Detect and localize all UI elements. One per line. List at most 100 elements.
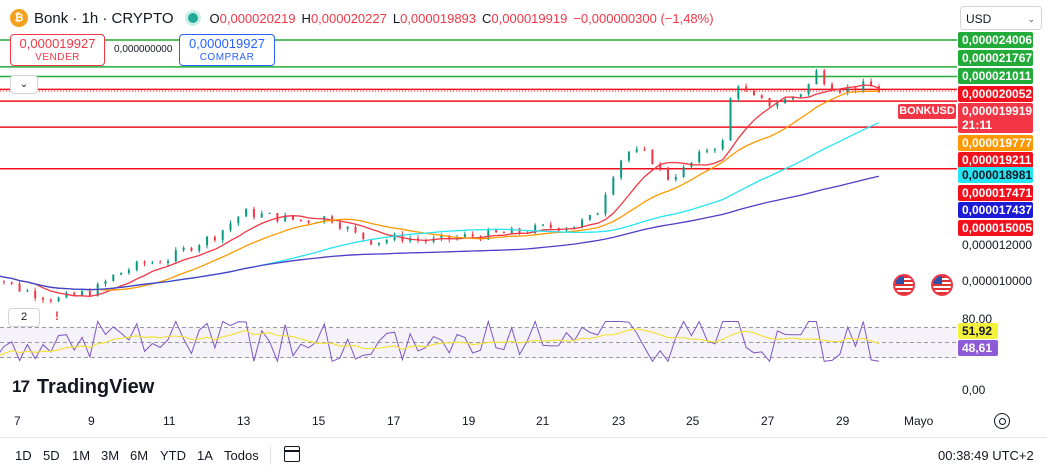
- price-axis-label: 0,000024006: [958, 32, 1033, 48]
- candle-body: [331, 216, 334, 223]
- price-axis-label: 0,000015005: [958, 220, 1033, 236]
- candle-body: [487, 229, 490, 240]
- range-button-3m[interactable]: 3M: [101, 448, 120, 463]
- x-tick-label: 21: [536, 414, 550, 428]
- ma-slow-line: [0, 122, 880, 291]
- candle-body: [612, 177, 615, 195]
- candle-body: [651, 149, 654, 165]
- candle-body: [268, 213, 271, 215]
- rsi-ma-line: [0, 328, 880, 357]
- price-axis-label: 0,000019777: [958, 135, 1033, 151]
- candle-body: [471, 234, 474, 237]
- candle-body: [713, 149, 716, 151]
- candle-body: [284, 215, 287, 222]
- candle-body: [870, 81, 873, 87]
- candle-body: [448, 235, 451, 240]
- chart-header: ₿ Bonk · 1h · CRYPTO O0,000020219 H0,0000…: [10, 8, 714, 28]
- candle-body: [854, 87, 857, 91]
- calendar-icon[interactable]: [284, 446, 300, 462]
- us-flag-icon[interactable]: [893, 274, 915, 296]
- candle-body: [42, 297, 44, 300]
- symbol-title[interactable]: Bonk · 1h · CRYPTO: [34, 9, 174, 27]
- x-tick-label: 15: [312, 414, 326, 428]
- candle-body: [245, 209, 248, 217]
- candle-body: [674, 176, 677, 180]
- price-axis-label: 21:11: [958, 117, 1033, 133]
- candle-body: [338, 222, 341, 229]
- candle-body: [838, 89, 841, 93]
- candle-body: [190, 247, 193, 251]
- candle-body: [10, 282, 13, 284]
- candle-body: [182, 247, 185, 251]
- candle-body: [495, 229, 498, 233]
- market-status-icon[interactable]: [187, 13, 198, 23]
- x-tick-label: 13: [237, 414, 251, 428]
- candle-body: [792, 96, 794, 100]
- price-axis-label: 0,000018981: [958, 167, 1033, 183]
- range-button-1m[interactable]: 1M: [72, 448, 91, 463]
- clock[interactable]: 00:38:49 UTC+2: [938, 448, 1034, 463]
- candle-body: [721, 140, 724, 150]
- x-tick-label: 27: [761, 414, 775, 428]
- candle-body: [292, 215, 294, 220]
- candle-body: [456, 236, 459, 240]
- brand-name: TradingView: [36, 375, 155, 398]
- candle-body: [510, 228, 513, 234]
- divider: [0, 437, 1047, 438]
- alert-icon[interactable]: !: [55, 309, 59, 323]
- indicator-count-badge[interactable]: 2: [8, 308, 40, 327]
- candle-body: [174, 250, 177, 262]
- candle-body: [127, 270, 130, 273]
- symbol-tag: BONKUSD: [898, 104, 956, 119]
- candle-body: [2, 281, 5, 283]
- candle-body: [104, 280, 107, 285]
- range-button-5d[interactable]: 5D: [43, 448, 60, 463]
- buy-button[interactable]: 0,000019927 COMPRAR: [179, 34, 275, 66]
- candle-body: [698, 151, 701, 163]
- candle-body: [159, 262, 162, 264]
- candle-body: [198, 245, 201, 251]
- spread-value: 0,000000000: [114, 44, 173, 55]
- candle-body: [627, 151, 630, 161]
- chevron-down-icon[interactable]: ⌄: [10, 75, 38, 94]
- range-button-ytd[interactable]: YTD: [160, 448, 186, 463]
- ohlc-key: O: [209, 10, 220, 26]
- x-tick-label: 29: [836, 414, 850, 428]
- price-axis-label: 0,000020052: [958, 86, 1033, 102]
- gear-icon[interactable]: [994, 413, 1010, 429]
- candle-body: [752, 90, 755, 96]
- range-button-todos[interactable]: Todos: [224, 448, 259, 463]
- candle-body: [877, 86, 880, 93]
- currency-select[interactable]: USD ⌄: [960, 6, 1042, 30]
- ohlc-value: 0,000020219: [219, 10, 296, 26]
- sell-button[interactable]: 0,000019927 VENDER: [10, 34, 105, 66]
- candle-body: [229, 223, 232, 231]
- range-button-1d[interactable]: 1D: [15, 448, 32, 463]
- candle-body: [88, 291, 91, 296]
- candle-body: [581, 219, 584, 227]
- candle-body: [831, 84, 834, 90]
- ohlc-value: 0,000020227: [310, 10, 387, 26]
- candle-body: [135, 261, 138, 271]
- range-button-1a[interactable]: 1A: [197, 448, 213, 463]
- price-axis-label: 0,000019211: [958, 152, 1033, 168]
- candle-body: [34, 290, 37, 298]
- range-button-6m[interactable]: 6M: [130, 448, 149, 463]
- price-axis-label: 0,000017437: [958, 202, 1033, 218]
- tradingview-logo[interactable]: 17 TradingView: [12, 376, 154, 398]
- sell-price: 0,000019927: [19, 36, 96, 51]
- candle-body: [307, 220, 310, 223]
- candle-body: [385, 240, 388, 243]
- candle-body: [120, 272, 123, 275]
- rsi-line: [0, 319, 879, 364]
- candle-body: [49, 299, 52, 302]
- us-flag-icon[interactable]: [931, 274, 953, 296]
- candle-body: [596, 213, 599, 216]
- price-axis-label: 0,000017471: [958, 185, 1033, 201]
- ohlc-key: L: [392, 10, 401, 26]
- currency-value: USD: [966, 12, 992, 26]
- buy-label: COMPRAR: [199, 52, 255, 63]
- candle-body: [260, 213, 263, 218]
- x-tick-label: 23: [612, 414, 626, 428]
